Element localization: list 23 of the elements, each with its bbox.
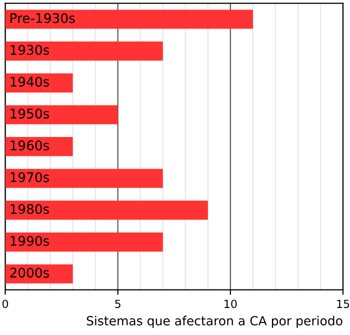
y-tick-label: 1980s [10, 204, 50, 214]
y-tick-label: 1970s [10, 172, 50, 182]
y-tick-label: 1930s [10, 44, 50, 55]
bar [5, 200, 208, 220]
y-tick-label: 1940s [10, 76, 50, 87]
y-tick-label: Pre-1930s [10, 13, 75, 24]
bar [5, 42, 163, 61]
x-axis-title: Sistemas que afectaron a CA por periodo [86, 316, 342, 328]
y-tick-label: 1960s [10, 140, 50, 150]
bar [5, 264, 73, 284]
x-tick-label: 5 [115, 300, 120, 308]
bar [5, 232, 163, 252]
y-tick-label: 1950s [10, 108, 50, 119]
x-tick-label: 10 [224, 300, 237, 308]
y-tick-label: 1990s [10, 236, 50, 246]
y-tick-label: 2000s [10, 268, 50, 278]
x-tick-label: 0 [2, 300, 8, 308]
bar [5, 137, 73, 156]
bar [5, 10, 253, 29]
bar [5, 168, 163, 188]
bar [5, 73, 73, 92]
x-tick-label: 15 [337, 300, 350, 308]
bar [5, 105, 118, 124]
